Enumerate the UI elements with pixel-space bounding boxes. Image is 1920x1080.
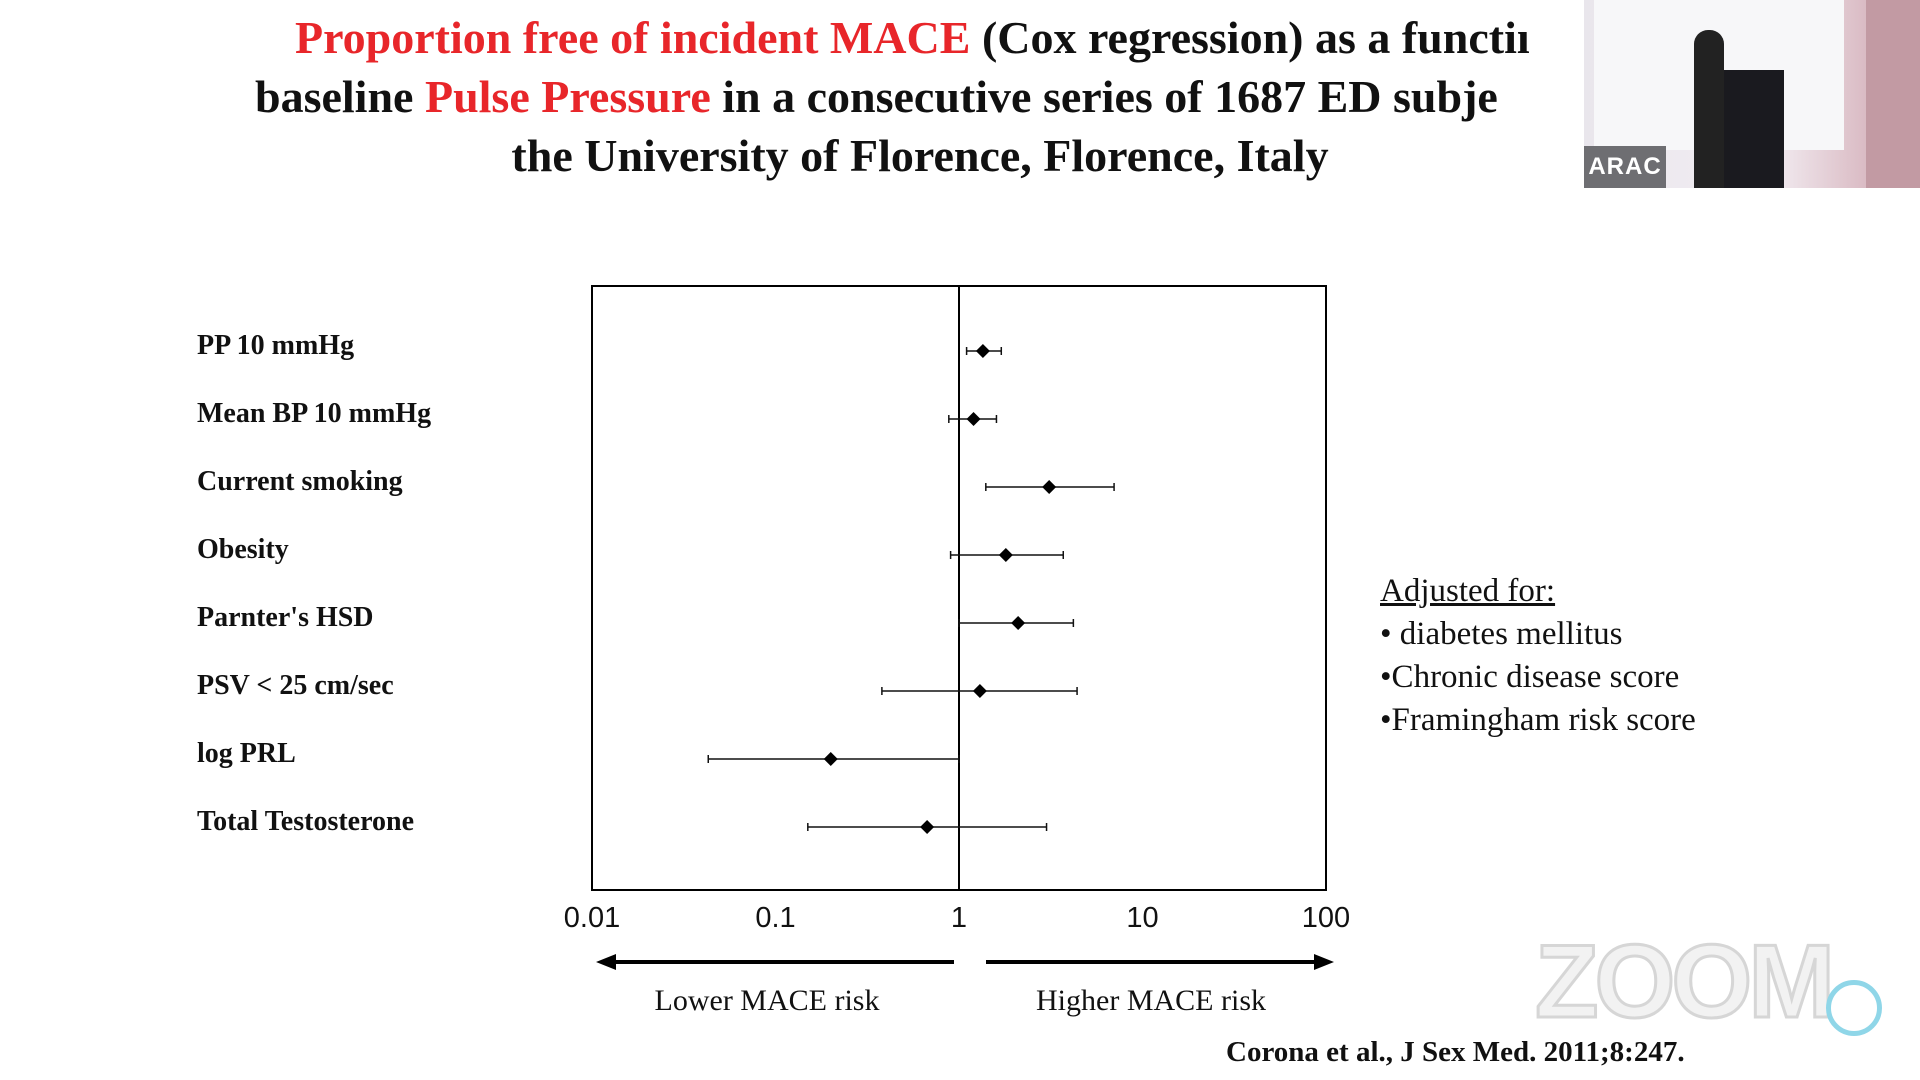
slide-title: Proportion free of incident MACE (Cox re… bbox=[255, 8, 1585, 185]
row-label: Total Testosterone bbox=[197, 806, 415, 837]
estimate-marker bbox=[920, 820, 935, 834]
direction-label-lower: Lower MACE risk bbox=[654, 984, 880, 1017]
estimate-marker bbox=[1042, 480, 1057, 494]
title-red-phrase-2: Pulse Pressure bbox=[424, 71, 711, 122]
row-label: Current smoking bbox=[197, 466, 403, 497]
row-label: log PRL bbox=[197, 738, 296, 769]
estimate-marker bbox=[972, 684, 987, 698]
camera-badge: ARAC bbox=[1584, 146, 1666, 188]
title-line-2-rest: in a consecutive series of 1687 ED subje bbox=[710, 71, 1498, 122]
zoom-watermark: ZOOM bbox=[1534, 924, 1837, 1040]
title-line-2: baseline Pulse Pressure in a consecutive… bbox=[255, 67, 1585, 126]
speaker-video-thumbnail: ARAC bbox=[1584, 0, 1920, 188]
x-tick-label: 0.01 bbox=[563, 902, 621, 934]
row-label: Parnter's HSD bbox=[197, 602, 374, 633]
x-tick-label: 10 bbox=[1126, 902, 1159, 934]
title-line-1: Proportion free of incident MACE (Cox re… bbox=[255, 8, 1585, 67]
arrow-right-head bbox=[1314, 954, 1334, 970]
title-line-1-rest: (Cox regression) as a functiı bbox=[970, 12, 1530, 63]
estimate-marker bbox=[1011, 616, 1026, 630]
direction-label-higher: Higher MACE risk bbox=[1036, 984, 1266, 1017]
adjusted-item: •Framingham risk score bbox=[1380, 702, 1696, 738]
title-red-phrase-1: Proportion free of incident MACE bbox=[295, 12, 971, 63]
podium bbox=[1724, 70, 1784, 188]
plot-frame bbox=[591, 285, 1327, 891]
row-label: PP 10 mmHg bbox=[197, 330, 355, 361]
estimate-marker bbox=[975, 344, 990, 358]
arrow-left-head bbox=[596, 954, 616, 970]
citation: Corona et al., J Sex Med. 2011;8:247. bbox=[1226, 1036, 1685, 1068]
estimate-marker bbox=[823, 752, 838, 766]
adjusted-item: •Chronic disease score bbox=[1380, 659, 1680, 695]
x-tick-label: 100 bbox=[1301, 902, 1351, 934]
row-label: Mean BP 10 mmHg bbox=[197, 398, 432, 429]
adjusted-for-box: Adjusted for: • diabetes mellitus •Chron… bbox=[1380, 570, 1696, 742]
title-line-2-start: baseline bbox=[255, 71, 425, 122]
society-logo-icon bbox=[1826, 980, 1882, 1036]
adjusted-heading: Adjusted for: bbox=[1380, 573, 1556, 609]
speaker-figure bbox=[1694, 30, 1724, 188]
title-line-3: the University of Florence, Florence, It… bbox=[511, 130, 1329, 181]
stage-panel bbox=[1866, 0, 1920, 188]
adjusted-item: • diabetes mellitus bbox=[1380, 616, 1623, 652]
estimate-marker bbox=[998, 548, 1013, 562]
row-label: Obesity bbox=[197, 534, 289, 565]
x-tick-label: 0.1 bbox=[755, 902, 796, 934]
estimate-marker bbox=[966, 412, 981, 426]
row-label: PSV < 25 cm/sec bbox=[197, 670, 394, 701]
x-tick-label: 1 bbox=[950, 902, 968, 934]
